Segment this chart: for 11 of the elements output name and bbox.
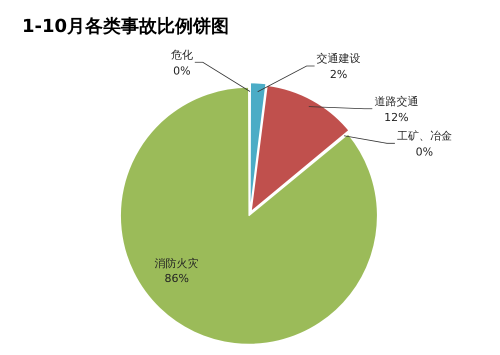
slice-label: 道路交通	[374, 94, 418, 108]
chart-title: 1-10月各类事故比例饼图	[22, 16, 230, 37]
legend-label: 工矿、冶金	[396, 129, 452, 142]
text: 0%	[173, 64, 191, 78]
data-label: 86%	[164, 272, 189, 286]
data-label: 12%	[384, 110, 409, 124]
text: 0%	[416, 145, 434, 158]
category-label: 危化	[170, 48, 193, 62]
slice-label: 交通建设	[316, 52, 361, 66]
slice-label: 消防火灾	[154, 257, 199, 270]
data-label: 2%	[330, 68, 348, 82]
